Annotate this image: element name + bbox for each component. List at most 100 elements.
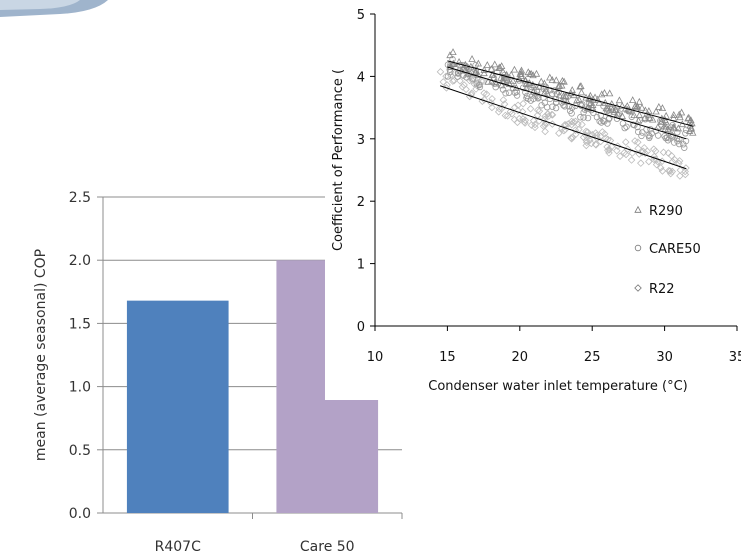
care50-point	[596, 118, 603, 125]
r290-point	[499, 67, 507, 75]
r290-point	[629, 96, 637, 104]
r22-point	[585, 136, 594, 145]
y-tick-label: 0	[357, 320, 365, 335]
r22-point	[510, 115, 519, 124]
r290-point	[480, 65, 488, 73]
r290-point	[589, 101, 597, 108]
r290-point	[634, 116, 643, 124]
r290-point	[675, 110, 683, 118]
x-tick-label: 15	[439, 350, 456, 365]
care50-point	[473, 80, 480, 87]
care50-point	[513, 88, 520, 96]
r290-point	[484, 77, 492, 85]
r290-point	[459, 64, 468, 72]
bar-r407c	[126, 300, 229, 513]
r22-point	[659, 148, 668, 157]
care50-point	[577, 114, 584, 121]
legend-marker-care50	[634, 244, 642, 252]
r22-point	[652, 160, 661, 169]
r22-point	[676, 166, 685, 174]
r290-point	[548, 76, 556, 83]
r22-point	[541, 112, 549, 121]
r290-point	[461, 60, 469, 68]
r22-point	[495, 105, 504, 113]
care50-point	[454, 73, 461, 80]
care50-point	[598, 119, 605, 126]
r22-point	[527, 121, 536, 129]
r22-point	[571, 117, 580, 126]
r22-point	[591, 140, 600, 149]
r22-point	[652, 155, 660, 164]
legend-marker-r290	[634, 205, 642, 213]
r22-point	[488, 103, 496, 112]
r22-point	[681, 170, 690, 179]
r22-point	[593, 134, 601, 142]
r290-point	[684, 114, 692, 122]
r290-point	[635, 97, 643, 105]
r22-point	[616, 152, 624, 161]
care50-point	[505, 89, 513, 96]
x-tick-label: 35	[729, 350, 741, 365]
r22-point	[668, 157, 677, 166]
r22-point	[591, 129, 600, 137]
r22-point	[641, 149, 649, 158]
r22-point	[568, 133, 577, 141]
r22-point	[482, 90, 491, 98]
r22-point	[582, 136, 591, 145]
r22-point	[681, 167, 689, 176]
r290-point	[537, 77, 545, 85]
r290-point	[645, 107, 653, 114]
r290-point	[529, 87, 538, 95]
care50-point	[552, 104, 560, 112]
care50-point	[639, 129, 646, 136]
r22-point	[578, 120, 586, 129]
care50-point	[670, 139, 678, 146]
r290-point	[498, 81, 506, 89]
r290-point	[540, 89, 549, 96]
care50-point	[635, 128, 642, 136]
r290-point	[502, 70, 511, 78]
y-tick-label: 1.0	[69, 380, 91, 396]
r22-point	[501, 111, 510, 120]
r290-point	[522, 76, 530, 84]
r22-point	[564, 120, 573, 128]
y-tick-label: 2.5	[69, 190, 91, 206]
care50-point	[472, 66, 479, 74]
legend-label-r290: R290	[649, 204, 683, 219]
r22-point	[478, 97, 487, 105]
r290-point	[689, 128, 697, 136]
r22-point	[508, 109, 516, 118]
r22-point	[518, 107, 527, 116]
r290-point	[489, 70, 497, 78]
r290-point	[499, 76, 508, 84]
r290-point	[559, 92, 568, 99]
r22-point	[634, 144, 642, 153]
r290-point	[552, 76, 560, 84]
r22-point	[613, 146, 621, 155]
r290-point	[588, 103, 597, 111]
care50-point	[680, 141, 687, 148]
r290-point	[685, 127, 694, 134]
care50-point	[584, 114, 592, 122]
y-tick-label: 0.5	[69, 443, 91, 459]
r290-point	[555, 91, 564, 99]
care50-point	[631, 121, 638, 129]
care50-point	[580, 114, 587, 121]
x-tick-label: 30	[656, 350, 673, 365]
x-tick-label: R407C	[155, 539, 201, 555]
r290-point	[554, 82, 563, 90]
y-tick-label: 3	[357, 133, 365, 148]
r290-point	[487, 65, 496, 72]
r22-point	[480, 89, 488, 97]
r22-point	[514, 106, 522, 115]
r290-point	[573, 96, 581, 104]
r290-point	[497, 62, 506, 70]
care50-point	[523, 92, 531, 100]
r22-point	[521, 116, 530, 125]
r22-point	[436, 68, 445, 76]
r290-point	[635, 111, 644, 119]
y-tick-label: 2.0	[69, 253, 91, 269]
r290-point	[524, 68, 532, 76]
r290-point	[517, 72, 525, 80]
r290-point	[577, 88, 586, 96]
